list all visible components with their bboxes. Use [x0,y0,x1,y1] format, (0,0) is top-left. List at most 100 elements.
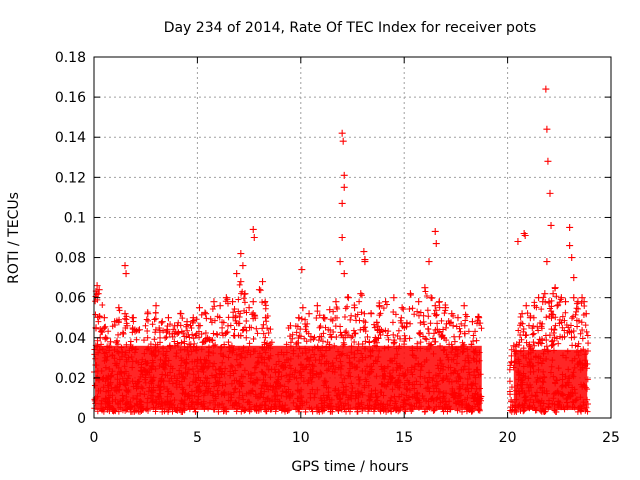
data-point [367,310,375,318]
data-point [332,298,340,306]
data-point [241,290,249,298]
data-point [262,314,270,322]
data-point [122,270,130,278]
data-point [406,290,414,298]
y-axis-label: ROTI / TECUs [6,192,22,284]
y-tick-label: 0.18 [55,50,86,66]
data-point [522,302,530,310]
y-tick-label: 0.1 [64,210,86,226]
data-point [574,298,582,306]
data-point [111,318,119,326]
data-point [189,314,197,322]
data-point [245,304,253,312]
data-point [580,298,588,306]
data-point [340,183,348,191]
data-point [390,294,398,302]
data-point [582,310,590,318]
x-tick-label: 15 [395,430,413,446]
data-point [93,282,101,290]
y-tick-label: 0.16 [55,90,86,106]
y-tick-label: 0.04 [55,331,86,347]
data-point [336,258,344,266]
data-point [530,302,538,310]
y-tick-label: 0.08 [55,251,86,267]
x-tick-label: 25 [602,430,620,446]
data-point [135,326,143,334]
data-point [164,314,172,322]
data-point [249,225,257,233]
data-point [541,290,549,298]
data-point [526,314,534,322]
data-point [326,306,334,314]
y-tick-label: 0.12 [55,170,86,186]
data-point [313,302,321,310]
data-point [107,338,115,346]
data-point [539,298,547,306]
density-band-main [95,345,482,410]
data-point [460,302,468,310]
data-point [339,137,347,145]
x-tick-label: 5 [193,430,202,446]
data-density-band [91,281,592,415]
data-point [518,310,526,318]
data-point [171,322,179,330]
data-point [475,314,483,322]
data-point [578,294,586,302]
data-point [100,314,108,322]
data-point [547,221,555,229]
data-points [92,85,590,350]
data-point [295,314,303,322]
data-point [545,298,553,306]
data-point [95,286,103,294]
data-point [152,302,160,310]
grid-lines [94,57,611,418]
data-point [468,318,476,326]
data-point [121,310,129,318]
data-point [375,302,383,310]
data-point [415,298,423,306]
y-tick-label: 0.02 [55,371,86,387]
data-point [340,270,348,278]
plot-frame [93,56,612,419]
data-point [431,302,439,310]
data-point [119,330,127,338]
data-point [549,290,557,298]
data-point [222,294,230,302]
data-point [398,304,406,312]
data-point [551,284,559,292]
data-point [250,234,258,241]
data-point [557,294,565,302]
data-point [144,310,152,318]
data-point [427,294,435,302]
data-point [553,302,561,310]
data-point [338,234,346,241]
x-axis-label: GPS time / hours [291,459,408,475]
data-point [129,314,137,322]
data-point [543,258,551,266]
data-point [320,314,328,322]
data-point [448,310,456,318]
data-point [123,322,131,330]
data-point [431,227,439,235]
data-point [454,314,462,322]
data-point [546,189,554,197]
data-point [233,270,241,278]
data-point [202,310,210,318]
data-point [535,294,543,302]
data-point [305,310,313,318]
data-point [542,85,550,93]
data-point [115,304,123,312]
data-point [351,304,359,312]
data-point [237,250,245,258]
data-point [255,286,263,294]
x-tick-label: 0 [90,430,99,446]
data-point [514,238,522,246]
data-point [259,278,267,286]
data-point [338,129,346,137]
data-point [562,298,570,306]
data-point [183,318,191,326]
data-point [177,310,185,318]
data-point [521,231,529,239]
density-band-late [513,349,588,410]
